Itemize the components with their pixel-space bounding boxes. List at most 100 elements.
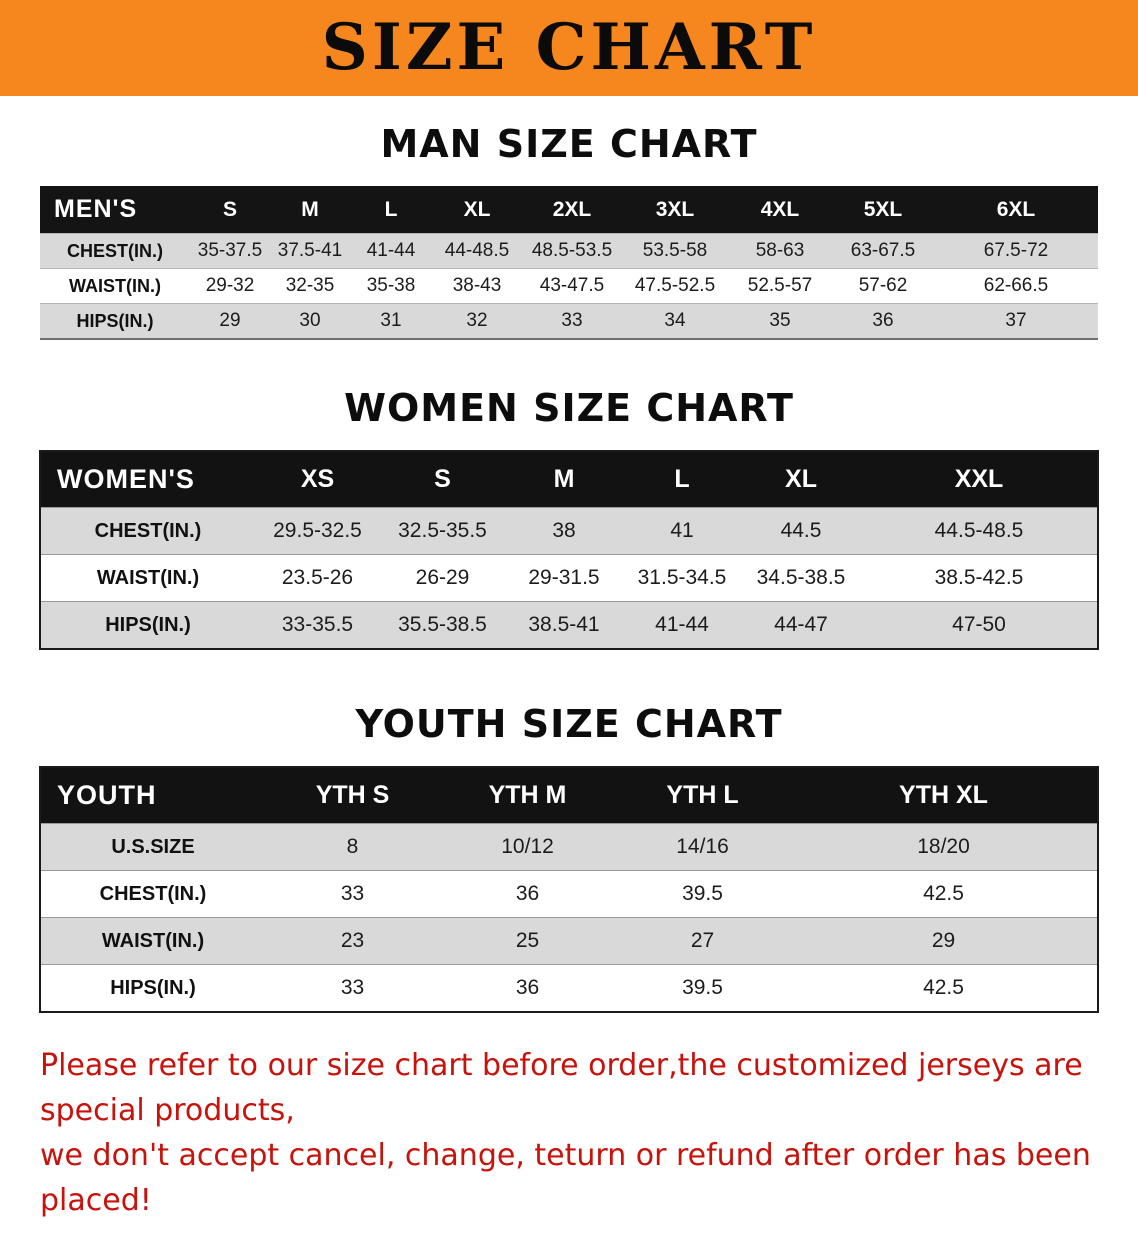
- value-cell: 33-35.5: [281, 613, 354, 636]
- row-label: HIPS(IN.): [110, 976, 196, 999]
- value-cell: 36: [515, 976, 540, 999]
- row-label: WAIST(IN.): [69, 275, 161, 296]
- value-cell: 36: [872, 310, 894, 331]
- men-header-row: MEN'S S M L XL 2XL 3XL 4XL 5XL 6XL: [40, 186, 1098, 234]
- value-cell: 31: [380, 310, 402, 331]
- value-cell: 42.5: [923, 882, 964, 905]
- women-table-corner-label: WOMEN'S: [40, 451, 255, 508]
- women-size-header: XXL: [861, 451, 1098, 508]
- value-cell: 36: [515, 882, 540, 905]
- men-size-header: L: [350, 186, 432, 234]
- value-cell: 33: [340, 882, 365, 905]
- value-cell: 32-35: [285, 275, 335, 296]
- value-cell: 23: [340, 929, 365, 952]
- value-cell: 38: [552, 519, 576, 542]
- row-label: CHEST(IN.): [94, 519, 202, 542]
- value-cell: 29-32: [205, 275, 255, 296]
- value-cell: 47.5-52.5: [634, 275, 716, 296]
- value-cell: 44-47: [774, 613, 828, 636]
- value-cell: 29-31.5: [528, 566, 600, 589]
- value-cell: 34.5-38.5: [756, 566, 846, 589]
- value-cell: 37.5-41: [277, 240, 343, 261]
- value-cell: 39.5: [682, 976, 723, 999]
- order-policy-note: Please refer to our size chart before or…: [40, 1043, 1098, 1223]
- youth-ussize-row: U.S.SIZE 8 10/12 14/16 18/20: [40, 823, 1098, 871]
- value-cell: 29: [931, 929, 956, 952]
- value-cell: 32.5-35.5: [398, 519, 487, 542]
- men-size-table: MEN'S S M L XL 2XL 3XL 4XL 5XL 6XL CHEST…: [40, 186, 1098, 340]
- men-table-corner-label: MEN'S: [40, 186, 190, 234]
- youth-header-row: YOUTH YTH S YTH M YTH L YTH XL: [40, 767, 1098, 824]
- value-cell: 35: [769, 310, 791, 331]
- value-cell: 23.5-26: [281, 566, 354, 589]
- order-policy-note-line1: Please refer to our size chart before or…: [40, 1048, 1083, 1128]
- banner: SIZE CHART: [0, 0, 1138, 96]
- youth-table-corner-label: YOUTH: [40, 767, 265, 824]
- value-cell: 27: [690, 929, 715, 952]
- youth-size-table: YOUTH YTH S YTH M YTH L YTH XL U.S.SIZE …: [39, 766, 1099, 1013]
- men-size-header: 2XL: [522, 186, 622, 234]
- men-size-header: S: [190, 186, 270, 234]
- value-cell: 38-43: [452, 275, 502, 296]
- youth-waist-row: WAIST(IN.) 23 25 27 29: [40, 917, 1098, 965]
- value-cell: 10/12: [501, 835, 554, 858]
- value-cell: 38.5-41: [528, 613, 600, 636]
- women-size-header: M: [505, 451, 623, 508]
- value-cell: 53.5-58: [642, 240, 708, 261]
- men-waist-row: WAIST(IN.) 29-32 32-35 35-38 38-43 43-47…: [40, 268, 1098, 304]
- value-cell: 41: [670, 519, 694, 542]
- value-cell: 52.5-57: [747, 275, 813, 296]
- row-label: HIPS(IN.): [105, 613, 191, 636]
- women-hips-row: HIPS(IN.) 33-35.5 35.5-38.5 38.5-41 41-4…: [40, 601, 1098, 649]
- men-size-header: M: [270, 186, 350, 234]
- women-size-header: XL: [741, 451, 861, 508]
- women-size-chart-heading: WOMEN SIZE CHART: [344, 386, 794, 430]
- women-header-row: WOMEN'S XS S M L XL XXL: [40, 451, 1098, 508]
- order-policy-note-line2: we don't accept cancel, change, teturn o…: [40, 1138, 1091, 1218]
- value-cell: 31.5-34.5: [637, 566, 727, 589]
- women-size-header: XS: [255, 451, 380, 508]
- value-cell: 35.5-38.5: [398, 613, 487, 636]
- row-label: HIPS(IN.): [76, 310, 154, 331]
- value-cell: 47-50: [952, 613, 1006, 636]
- value-cell: 26-29: [415, 566, 470, 589]
- value-cell: 48.5-53.5: [531, 240, 613, 261]
- value-cell: 18/20: [917, 835, 970, 858]
- youth-size-chart-heading: YOUTH SIZE CHART: [355, 702, 783, 746]
- men-size-header: 6XL: [934, 186, 1098, 234]
- value-cell: 57-62: [858, 275, 908, 296]
- man-size-chart-heading: MAN SIZE CHART: [380, 122, 758, 166]
- men-size-header: 5XL: [832, 186, 934, 234]
- value-cell: 44-48.5: [444, 240, 510, 261]
- men-chest-row: CHEST(IN.) 35-37.5 37.5-41 41-44 44-48.5…: [40, 233, 1098, 269]
- value-cell: 43-47.5: [539, 275, 605, 296]
- value-cell: 35-37.5: [197, 240, 263, 261]
- row-label: U.S.SIZE: [111, 835, 195, 858]
- value-cell: 42.5: [923, 976, 964, 999]
- value-cell: 39.5: [682, 882, 723, 905]
- youth-size-header: YTH M: [440, 767, 615, 824]
- women-size-header: L: [623, 451, 741, 508]
- youth-chest-row: CHEST(IN.) 33 36 39.5 42.5: [40, 870, 1098, 918]
- value-cell: 14/16: [676, 835, 729, 858]
- row-label: CHEST(IN.): [99, 882, 207, 905]
- value-cell: 63-67.5: [850, 240, 916, 261]
- row-label: WAIST(IN.): [96, 566, 200, 589]
- value-cell: 34: [664, 310, 686, 331]
- value-cell: 37: [1005, 310, 1027, 331]
- women-chest-row: CHEST(IN.) 29.5-32.5 32.5-35.5 38 41 44.…: [40, 507, 1098, 555]
- value-cell: 30: [299, 310, 321, 331]
- women-size-table: WOMEN'S XS S M L XL XXL CHEST(IN.) 29.5-…: [39, 450, 1099, 650]
- value-cell: 67.5-72: [983, 240, 1049, 261]
- row-label: CHEST(IN.): [67, 240, 163, 261]
- page-title: SIZE CHART: [321, 10, 817, 85]
- row-label: WAIST(IN.): [101, 929, 205, 952]
- value-cell: 25: [515, 929, 540, 952]
- value-cell: 44.5-48.5: [934, 519, 1024, 542]
- value-cell: 58-63: [755, 240, 805, 261]
- value-cell: 8: [346, 835, 359, 858]
- value-cell: 41-44: [366, 240, 416, 261]
- value-cell: 62-66.5: [983, 275, 1049, 296]
- value-cell: 35-38: [366, 275, 416, 296]
